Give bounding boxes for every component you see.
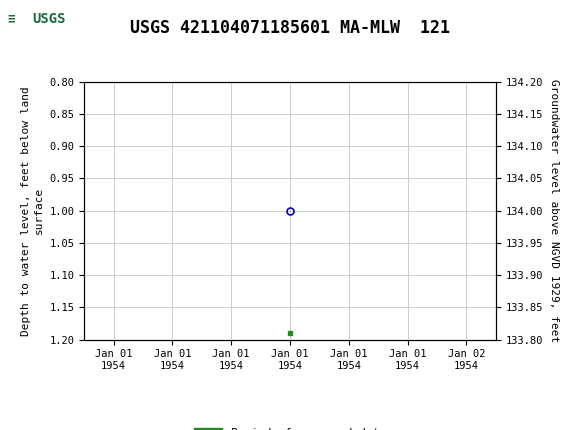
Text: USGS: USGS xyxy=(32,12,66,26)
Y-axis label: Groundwater level above NGVD 1929, feet: Groundwater level above NGVD 1929, feet xyxy=(549,79,559,342)
Text: USGS 421104071185601 MA-MLW  121: USGS 421104071185601 MA-MLW 121 xyxy=(130,18,450,37)
Bar xyxy=(3,3,107,36)
Y-axis label: Depth to water level, feet below land
surface: Depth to water level, feet below land su… xyxy=(21,86,44,335)
Legend: Period of approved data: Period of approved data xyxy=(190,423,390,430)
Text: ≡: ≡ xyxy=(7,13,14,26)
